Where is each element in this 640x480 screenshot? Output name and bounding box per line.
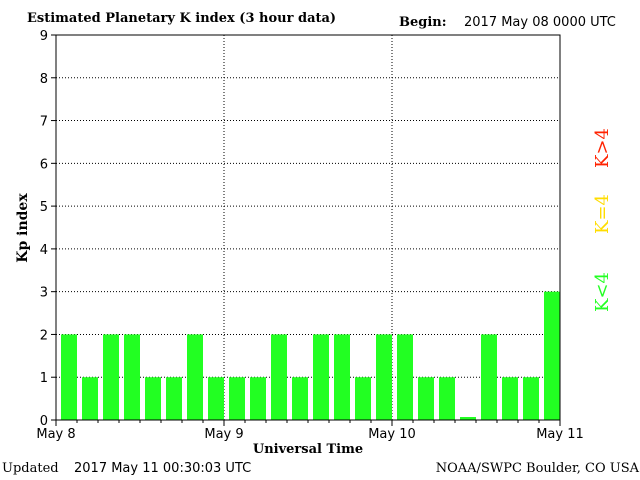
kp-bar xyxy=(187,334,203,420)
legend-item: K=4 xyxy=(592,194,613,234)
tick-marks xyxy=(51,34,561,426)
kp-bar xyxy=(61,334,77,420)
y-tick-label: 5 xyxy=(40,200,48,215)
x-tick-label: May 11 xyxy=(536,427,584,442)
kp-bar xyxy=(166,377,182,420)
bars xyxy=(61,291,560,420)
kp-bar xyxy=(208,377,224,420)
kp-bar xyxy=(82,377,98,420)
kp-bar xyxy=(502,377,518,420)
kp-bar xyxy=(271,334,287,420)
x-axis-label: Universal Time xyxy=(253,442,363,457)
kp-bar xyxy=(292,377,308,420)
y-tick-label: 4 xyxy=(40,243,48,258)
kp-bar xyxy=(460,417,476,420)
legend: K<4 K=4 K>4 xyxy=(592,128,613,312)
updated-value: 2017 May 11 00:30:03 UTC xyxy=(74,461,252,476)
kp-bar xyxy=(124,334,140,420)
kp-bar xyxy=(523,377,539,420)
kp-bar xyxy=(145,377,161,420)
kp-bar xyxy=(250,377,266,420)
kp-bar xyxy=(355,377,371,420)
kp-bar xyxy=(376,334,392,420)
legend-item: K<4 xyxy=(592,272,613,312)
y-axis-label: Kp index xyxy=(15,193,31,263)
chart-title: Estimated Planetary K index (3 hour data… xyxy=(27,11,337,26)
updated-label: Updated xyxy=(2,461,59,476)
y-tick-label: 6 xyxy=(40,157,48,172)
y-tick-label: 2 xyxy=(40,328,48,343)
y-tick-label: 1 xyxy=(40,371,48,386)
x-tick-label: May 8 xyxy=(36,427,75,442)
x-tick-label: May 10 xyxy=(368,427,416,442)
kp-bar xyxy=(313,334,329,420)
x-tick-labels: May 8 May 9 May 10 May 11 xyxy=(36,427,583,442)
kp-bar xyxy=(481,334,497,420)
kp-bar xyxy=(397,334,413,420)
kp-bar xyxy=(229,377,245,420)
kp-bar xyxy=(439,377,455,420)
kp-bar xyxy=(544,291,560,420)
y-tick-label: 7 xyxy=(40,115,48,130)
y-tick-label: 0 xyxy=(40,414,48,429)
begin-label: Begin: xyxy=(399,15,447,30)
legend-item: K>4 xyxy=(592,128,613,168)
y-tick-labels: 0 1 2 3 4 5 6 7 8 9 xyxy=(40,29,48,429)
y-tick-label: 9 xyxy=(40,29,48,44)
kp-bar xyxy=(103,334,119,420)
y-tick-label: 3 xyxy=(40,286,48,301)
begin-value: 2017 May 08 0000 UTC xyxy=(464,15,616,30)
kp-bar xyxy=(334,334,350,420)
x-tick-label: May 9 xyxy=(204,427,243,442)
source-label: NOAA/SWPC Boulder, CO USA xyxy=(435,461,639,476)
y-tick-label: 8 xyxy=(40,72,48,87)
kp-bar xyxy=(418,377,434,420)
